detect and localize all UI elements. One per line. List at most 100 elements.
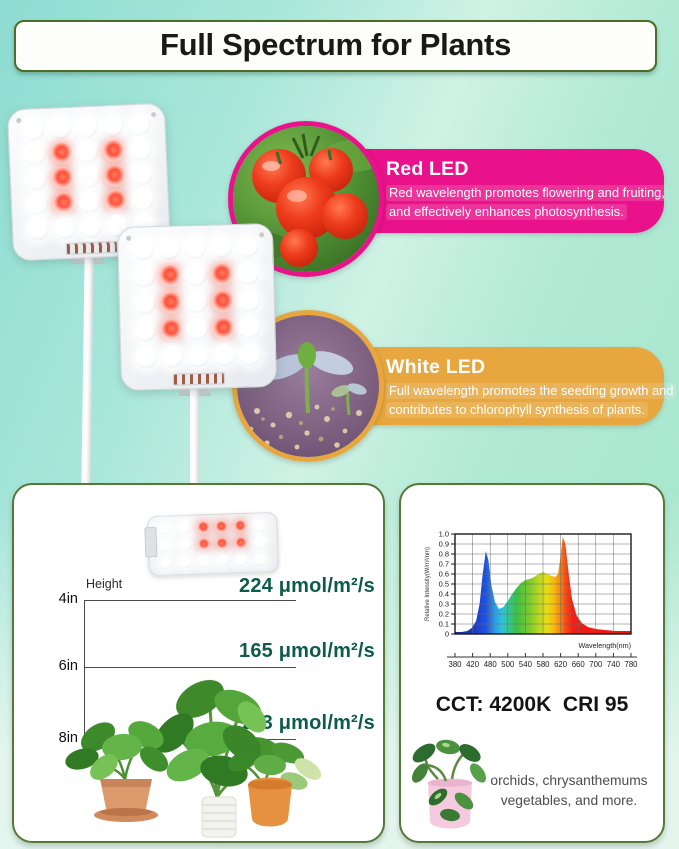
y-tick-label: 0.4	[439, 590, 449, 599]
title-banner: Full Spectrum for Plants	[14, 20, 657, 72]
white-led	[160, 556, 174, 569]
white-led	[178, 538, 192, 552]
white-led	[235, 553, 248, 566]
red-led-desc-line-1: Red wavelength promotes flowering and fr…	[386, 185, 668, 201]
white-led-heading: White LED	[386, 356, 486, 378]
white-led	[179, 555, 192, 568]
y-tick-label: 0.9	[439, 540, 449, 549]
x-tick-label: 780	[624, 660, 638, 669]
x-axis-title: Wavelength(nm)	[579, 641, 631, 650]
red-led	[211, 290, 235, 313]
white-led	[184, 236, 207, 259]
x-tick-label: 740	[607, 660, 621, 669]
white-led	[75, 115, 99, 139]
height-ruler-vertical-line	[84, 600, 85, 739]
white-led	[161, 345, 184, 369]
red-led	[216, 537, 229, 550]
x-tick-label: 500	[501, 660, 515, 669]
y-tick-label: 0.6	[439, 570, 449, 579]
supported-plants-note: orchids, chrysanthemums vegetables, and …	[485, 771, 653, 811]
white-led	[22, 118, 46, 142]
red-led-heading: Red LED	[386, 158, 469, 180]
panel-connector	[172, 372, 226, 386]
white-led	[210, 235, 233, 259]
light-pole-right	[190, 384, 199, 488]
light-pole-left	[81, 251, 94, 489]
height-ppfd-card: Height 4in 6in 8in 224 μmol/m²/s 165 μmo…	[12, 483, 385, 843]
red-led	[104, 189, 128, 213]
y-axis-title: Relative Intensity(W/m²/nm)	[425, 547, 431, 621]
screw-dot	[259, 232, 265, 238]
chart-grid	[455, 534, 631, 634]
red-led	[234, 520, 247, 533]
red-led	[210, 262, 234, 286]
led-panel-front	[116, 222, 278, 392]
white-led	[216, 554, 230, 567]
height-line-4in	[84, 600, 296, 601]
red-led	[159, 291, 183, 314]
white-led	[184, 263, 208, 287]
white-led	[236, 262, 260, 285]
height-tick-6in: 6in	[58, 658, 78, 674]
plant-right	[228, 742, 322, 827]
red-led-callout: Red LED Red wavelength promotes flowerin…	[334, 149, 668, 233]
white-led	[237, 289, 261, 312]
white-led	[132, 237, 155, 261]
white-led	[77, 165, 101, 189]
white-led	[159, 522, 172, 536]
white-led	[128, 138, 152, 162]
mini-led-panel	[146, 511, 280, 577]
white-led	[101, 114, 125, 138]
x-tick-label: 660	[572, 660, 586, 669]
white-led	[127, 113, 151, 137]
white-led	[78, 190, 102, 214]
red-led	[50, 166, 74, 190]
white-led	[130, 163, 153, 187]
white-led	[160, 539, 173, 552]
white-led	[24, 167, 48, 191]
spectrum-chart-svg: 1.00.90.80.70.60.50.40.30.20.10 Relative …	[425, 530, 638, 669]
height-tick-4in: 4in	[58, 591, 78, 607]
white-led	[79, 215, 103, 239]
red-led	[215, 520, 228, 534]
x-tick-label: 580	[536, 660, 550, 669]
red-led	[158, 264, 182, 287]
white-led	[76, 140, 100, 164]
red-led	[160, 318, 183, 342]
height-axis-label: Height	[86, 577, 123, 591]
y-tick-label: 0.2	[439, 610, 449, 619]
white-led	[132, 264, 156, 288]
ppfd-value-6in: 165 μmol/m²/s	[239, 640, 375, 662]
height-line-6in	[84, 667, 296, 668]
white-led	[158, 237, 181, 260]
white-led	[25, 192, 49, 216]
white-led-desc-line-1: Full wavelength promotes the seeding gro…	[386, 383, 677, 399]
height-tick-8in: 8in	[58, 730, 78, 746]
screw-dot	[126, 235, 132, 241]
white-led	[238, 343, 262, 367]
white-led	[26, 217, 50, 241]
ppfd-value-4in: 224 μmol/m²/s	[239, 575, 375, 597]
red-led-desc-line-2: and effectively enhances photosynthesis.	[386, 204, 652, 220]
panel-connector	[65, 240, 119, 256]
potted-plants-illustration	[65, 680, 322, 838]
red-led	[102, 139, 126, 163]
x-tick-label: 480	[484, 660, 498, 669]
x-tick-label: 540	[519, 660, 533, 669]
spectrum-chart: 1.0 0.9 0.8 0.7 0.6 0.5 0.4 0.3 0.2 0.1 0 Relative …	[413, 526, 653, 676]
cct-cri-text: CCT: 4200K CRI 95	[435, 693, 629, 716]
white-led	[134, 319, 157, 342]
page-title: Full Spectrum for Plants	[159, 27, 512, 62]
x-tick-label: 620	[554, 660, 568, 669]
white-led	[48, 117, 72, 141]
red-led	[49, 141, 73, 165]
white-led	[178, 522, 191, 535]
ppfd-value-8in: 123 μmol/m²/s	[239, 712, 375, 734]
white-led	[185, 290, 209, 314]
white-led	[252, 519, 266, 532]
white-led	[238, 316, 261, 340]
red-led	[212, 317, 235, 340]
white-led	[23, 143, 47, 166]
white-led-callout: White LED Full wavelength promotes the s…	[334, 347, 677, 425]
white-led-desc-line-2: contributes to chlorophyll synthesis of …	[386, 402, 652, 418]
